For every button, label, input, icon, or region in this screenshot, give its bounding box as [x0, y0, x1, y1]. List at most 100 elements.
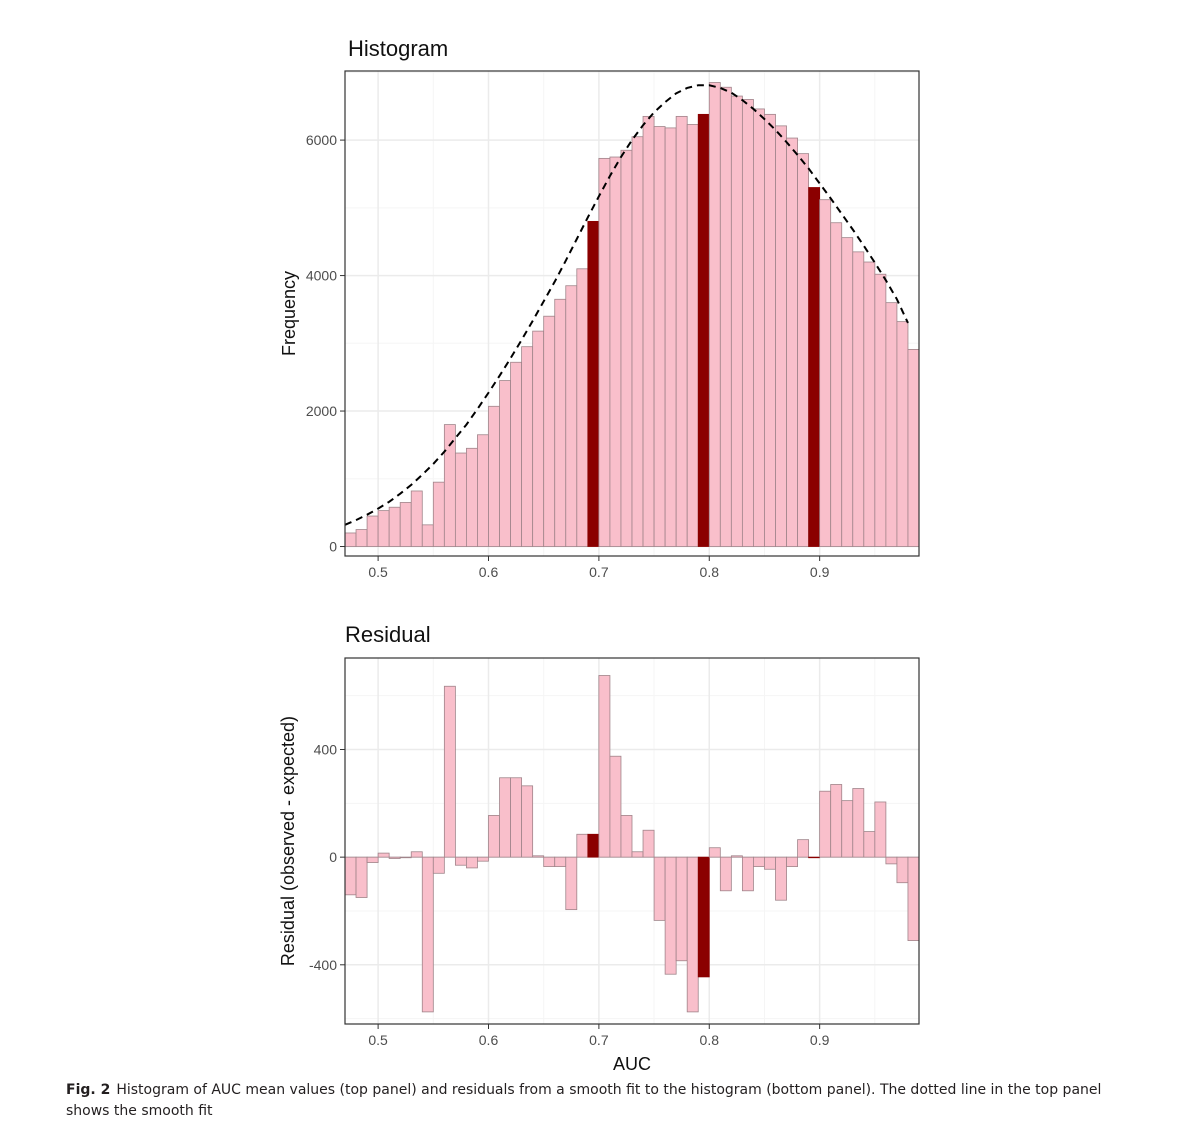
residual-bar [753, 856, 765, 867]
residual-bar [830, 784, 843, 858]
histogram-bar [753, 108, 765, 547]
histogram-bar [554, 298, 567, 547]
histogram-panel: 0.5 0.6 0.7 0.8 0.9 0 2000 4000 6000 Histogram Fre… [279, 36, 920, 580]
figure-caption: Fig. 2 Histogram of AUC mean values (top … [66, 1080, 1146, 1122]
histogram-bar [410, 490, 423, 547]
histogram-bar [609, 156, 622, 547]
residual-bar [366, 856, 379, 863]
histogram-title: Histogram [348, 36, 448, 61]
histogram-bar [764, 113, 776, 547]
residual-bar [466, 856, 478, 869]
residual-bar [388, 856, 401, 859]
histogram-bar [443, 424, 456, 547]
residual-bar [565, 856, 578, 911]
histogram-bar [355, 529, 368, 547]
residual-bar [454, 856, 467, 866]
residual-y-axis-label: Residual (observed - expected) [278, 716, 298, 966]
histogram-bar [885, 302, 898, 547]
histogram-bar [488, 405, 500, 547]
residual-bar [907, 856, 920, 941]
residual-y-tick-label: 400 [314, 742, 338, 758]
residual-bar [609, 755, 622, 858]
residual-bar [841, 800, 854, 858]
residual-y-tick-label: 0 [329, 849, 337, 865]
histogram-bar [421, 524, 434, 547]
histogram-bar-highlighted [587, 220, 600, 547]
histogram-bar [344, 532, 357, 547]
residual-bar [708, 847, 721, 858]
residual-bar [730, 855, 743, 858]
histogram-bar [841, 237, 854, 547]
histogram-x-tick-label: 0.7 [589, 564, 609, 580]
residual-bar [620, 815, 633, 858]
residual-bar [443, 685, 456, 858]
histogram-bar [907, 349, 920, 547]
residual-bar [896, 856, 909, 884]
residual-bar [477, 856, 489, 862]
histogram-bar [366, 515, 379, 547]
residual-bar [499, 777, 511, 858]
histogram-bar [399, 502, 412, 547]
histogram-bar [874, 273, 887, 547]
residual-bar [355, 856, 368, 898]
histogram-bar-highlighted [697, 113, 710, 547]
histogram-bar [675, 115, 688, 547]
histogram-bar [797, 153, 810, 547]
residual-bar [598, 675, 611, 858]
histogram-bar [819, 199, 832, 547]
residual-bar [576, 833, 589, 858]
histogram-bar [477, 434, 489, 547]
histogram-bar [576, 268, 589, 547]
residual-bar [399, 856, 412, 859]
residual-bar [532, 855, 545, 858]
residual-bar [631, 851, 644, 858]
residual-x-tick-label: 0.8 [700, 1032, 720, 1048]
histogram-bar [565, 285, 578, 547]
histogram-bar [642, 115, 655, 547]
residual-bar [488, 815, 500, 858]
residual-bar [741, 856, 754, 892]
residual-x-axis-label: AUC [613, 1054, 651, 1074]
residual-bar [543, 856, 556, 867]
histogram-bar [741, 99, 754, 547]
residual-bar [686, 856, 699, 1013]
residual-bar [852, 788, 865, 858]
histogram-y-tick-label: 2000 [306, 403, 337, 419]
residual-title: Residual [345, 622, 431, 647]
caption-text: Histogram of AUC mean values (top panel)… [66, 1082, 1102, 1119]
residual-bar [885, 856, 898, 865]
histogram-bar [896, 321, 909, 547]
residual-bar [775, 856, 787, 901]
residual-bar [797, 839, 810, 858]
residual-bar-highlighted [697, 856, 710, 978]
histogram-bar [388, 506, 401, 547]
residual-panel: 0.5 0.6 0.7 0.8 0.9 -400 0 400 Residual Residual … [278, 622, 920, 1074]
histogram-y-tick-label: 0 [329, 539, 337, 555]
residual-bar [642, 829, 655, 858]
residual-bar [675, 856, 688, 962]
histogram-y-tick-label: 4000 [306, 268, 337, 284]
residual-bar [764, 856, 776, 870]
residual-bar [863, 831, 876, 858]
histogram-y-axis-label: Frequency [279, 271, 299, 356]
residual-x-tick-label: 0.7 [589, 1032, 609, 1048]
histogram-bar [454, 452, 467, 547]
residual-x-tick-label: 0.9 [810, 1032, 830, 1048]
residual-bar [554, 856, 567, 867]
histogram-bar [775, 125, 787, 547]
histogram-bar [620, 149, 633, 547]
residual-bar [664, 856, 677, 975]
histogram-bar [466, 447, 478, 547]
caption-label: Fig. 2 [66, 1082, 111, 1098]
histogram-bar [377, 510, 390, 547]
residual-bar [521, 785, 534, 858]
histogram-x-tick-label: 0.8 [700, 564, 720, 580]
histogram-bar [499, 380, 511, 547]
histogram-bar [631, 136, 644, 547]
histogram-bar [653, 126, 666, 547]
residual-bar [819, 790, 832, 858]
residual-x-tick-label: 0.6 [479, 1032, 499, 1048]
residual-bar [719, 856, 732, 892]
residual-panel-border [344, 657, 920, 1025]
residual-y-tick-label: -400 [309, 957, 337, 973]
